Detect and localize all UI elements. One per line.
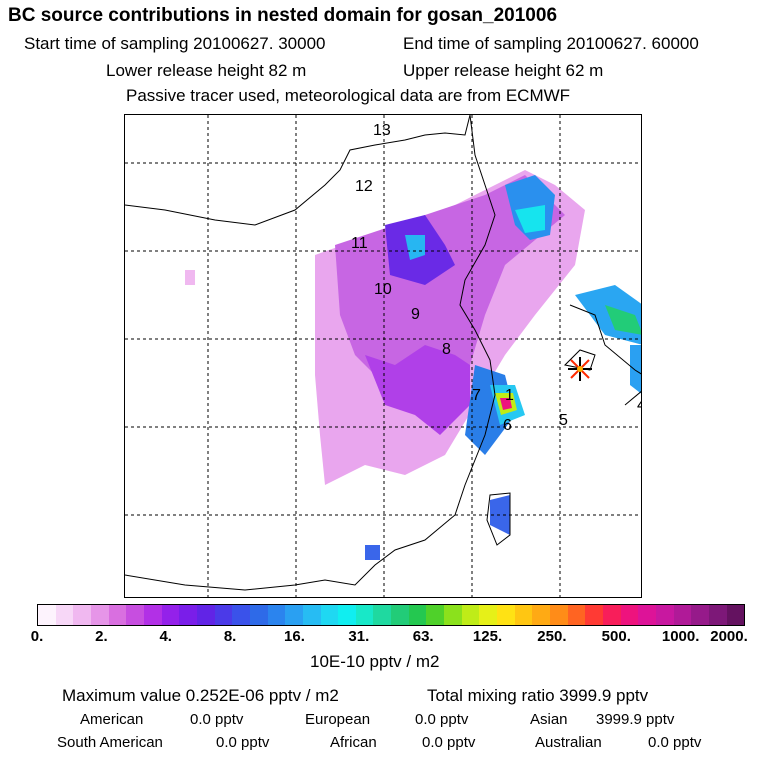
colorbar-swatch xyxy=(408,605,427,625)
colorbar-swatch xyxy=(638,605,656,625)
colorbar-swatch xyxy=(426,605,445,625)
region-value-asian: 3999.9 pptv xyxy=(596,711,675,728)
region-name-south-american: South American xyxy=(57,734,163,751)
colorbar-swatch xyxy=(267,605,286,625)
colorbar-tick-label: 4. xyxy=(159,628,172,645)
colorbar-swatch xyxy=(196,605,215,625)
total-mixing-ratio: Total mixing ratio 3999.9 pptv xyxy=(427,686,649,705)
colorbar-tick-label: 0. xyxy=(30,628,44,645)
lower-release-height: Lower release height 82 m xyxy=(106,61,307,80)
region-name-european: European xyxy=(305,711,371,728)
colorbar-swatch xyxy=(691,605,709,625)
colorbar-swatch xyxy=(249,605,268,625)
colorbar-tick-label: 1000. xyxy=(661,628,700,645)
region-label-1: 1 xyxy=(505,387,514,404)
colorbar-label: 10E-10 pptv / m2 xyxy=(310,652,440,671)
region-label-10: 10 xyxy=(374,281,392,298)
colorbar-swatch xyxy=(444,605,462,625)
colorbar-swatch xyxy=(214,605,233,625)
region-label-11: 11 xyxy=(351,235,368,252)
region-label-5: 5 xyxy=(559,412,568,429)
colorbar-swatch xyxy=(285,605,303,625)
region-label-8: 8 xyxy=(442,341,451,358)
region-value-american: 0.0 pptv xyxy=(190,711,244,728)
colorbar-swatch xyxy=(708,605,727,625)
colorbar-swatch xyxy=(585,605,603,625)
colorbar-tick-label: 31. xyxy=(348,628,370,645)
gosan-star-icon xyxy=(568,357,592,381)
region-label-12: 12 xyxy=(355,178,373,195)
region-value-australian: 0.0 pptv xyxy=(648,734,702,751)
start-sampling: Start time of sampling 20100627. 30000 xyxy=(24,34,326,53)
colorbar-swatch xyxy=(620,605,639,625)
colorbar-swatch xyxy=(514,605,533,625)
colorbar-tick-label: 250. xyxy=(537,628,567,645)
colorbar-tick-label: 2000. xyxy=(710,628,748,645)
colorbar-tick-label: 63. xyxy=(412,628,434,645)
max-value: Maximum value 0.252E-06 pptv / m2 xyxy=(62,686,339,705)
colorbar-swatch xyxy=(497,605,515,625)
colorbar-swatch xyxy=(73,605,91,625)
colorbar-swatch xyxy=(232,605,250,625)
colorbar-swatch xyxy=(302,605,321,625)
end-sampling: End time of sampling 20100627. 60000 xyxy=(403,34,699,53)
colorbar-swatch xyxy=(320,605,339,625)
region-value-african: 0.0 pptv xyxy=(422,734,476,751)
tracer-info: Passive tracer used, meteorological data… xyxy=(126,86,571,105)
region-label-7: 7 xyxy=(472,387,481,404)
colorbar-tick-label: 16. xyxy=(284,628,305,645)
region-value-south-american: 0.0 pptv xyxy=(216,734,270,751)
region-name-african: African xyxy=(330,734,377,751)
colorbar-swatch xyxy=(673,605,692,625)
region-label-6: 6 xyxy=(503,417,512,434)
region-label-4: 4 xyxy=(637,397,642,414)
region-value-european: 0.0 pptv xyxy=(415,711,469,728)
colorbar-swatch xyxy=(179,605,197,625)
chart-title: BC source contributions in nested domain… xyxy=(8,5,558,26)
map-svg: 1 4 5 6 7 8 9 10 11 12 13 xyxy=(125,115,642,597)
colorbar-swatch xyxy=(726,605,745,625)
colorbar-swatch xyxy=(55,605,74,625)
region-name-australian: Australian xyxy=(535,734,602,751)
colorbar-swatch xyxy=(373,605,392,625)
colorbar-swatch xyxy=(90,605,109,625)
region-name-american: American xyxy=(80,711,144,728)
coastlines xyxy=(125,115,641,591)
colorbar-swatch xyxy=(461,605,480,625)
colorbar-tick-label: 125. xyxy=(472,628,503,645)
colorbar-swatch xyxy=(391,605,409,625)
region-label-13: 13 xyxy=(373,122,391,139)
colorbar-swatch xyxy=(479,605,498,625)
colorbar-swatch xyxy=(38,605,56,625)
region-labels: 1 4 5 6 7 8 9 10 11 12 13 xyxy=(351,122,642,434)
colorbar-swatch xyxy=(655,605,674,625)
colorbar-swatch xyxy=(550,605,568,625)
region-name-asian: Asian xyxy=(530,711,568,728)
grid-lines xyxy=(125,115,641,597)
colorbar-swatch xyxy=(532,605,551,625)
colorbar-swatch xyxy=(603,605,621,625)
region-label-9: 9 xyxy=(411,306,420,323)
upper-release-height: Upper release height 62 m xyxy=(403,61,604,80)
concentration-field xyxy=(185,170,641,560)
colorbar-swatch xyxy=(567,605,586,625)
colorbar-tick-label: 8. xyxy=(223,628,237,645)
colorbar-swatch xyxy=(126,605,144,625)
colorbar-swatch xyxy=(108,605,127,625)
colorbar-swatch xyxy=(161,605,180,625)
colorbar-swatch xyxy=(143,605,162,625)
colorbar-swatch xyxy=(338,605,356,625)
colorbar-swatch xyxy=(355,605,374,625)
colorbar xyxy=(37,604,745,626)
map-panel: 1 4 5 6 7 8 9 10 11 12 13 xyxy=(124,114,642,598)
colorbar-tick-label: 2. xyxy=(95,628,108,645)
colorbar-tick-label: 500. xyxy=(601,628,631,645)
